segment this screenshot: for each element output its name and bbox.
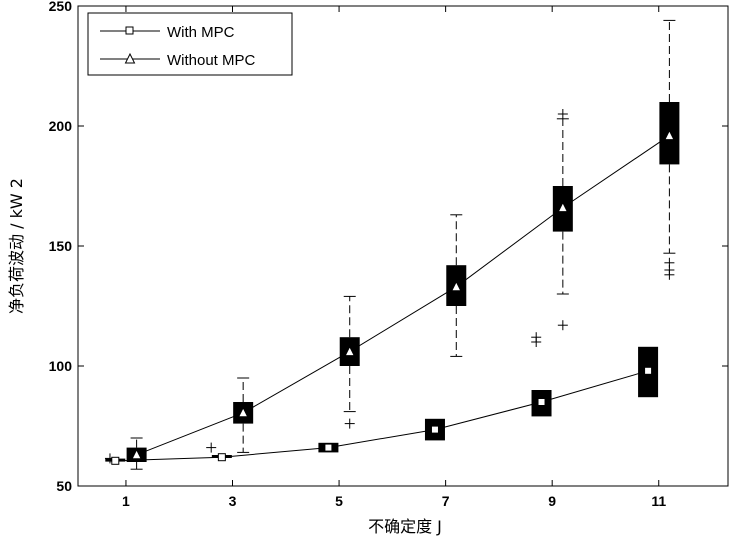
plot-area [78, 6, 728, 486]
y-tick-label: 250 [49, 0, 73, 14]
x-axis-label: 不确定度 J [368, 517, 442, 536]
y-axis-label: 净负荷波动 / kW 2 [7, 178, 26, 314]
median-marker-square [112, 457, 119, 464]
x-tick-label: 7 [442, 493, 450, 509]
x-tick-label: 11 [651, 493, 666, 509]
x-tick-label: 1 [122, 493, 130, 509]
legend-label-with-mpc: With MPC [167, 24, 235, 41]
median-marker-square [538, 399, 545, 406]
y-tick-label: 100 [49, 358, 73, 374]
median-marker-square [325, 444, 332, 451]
y-tick-label: 150 [49, 238, 73, 254]
median-marker-square [645, 367, 652, 374]
median-marker-square [431, 426, 438, 433]
legend-marker-square [126, 27, 133, 34]
y-tick-label: 200 [49, 118, 73, 134]
legend-label-without-mpc: Without MPC [167, 52, 256, 69]
legend: With MPC Without MPC [88, 13, 292, 75]
y-tick-label: 50 [56, 478, 72, 494]
x-tick-label: 5 [335, 493, 343, 509]
x-tick-label: 9 [548, 493, 556, 509]
median-marker-square [218, 454, 225, 461]
x-tick-label: 3 [229, 493, 237, 509]
